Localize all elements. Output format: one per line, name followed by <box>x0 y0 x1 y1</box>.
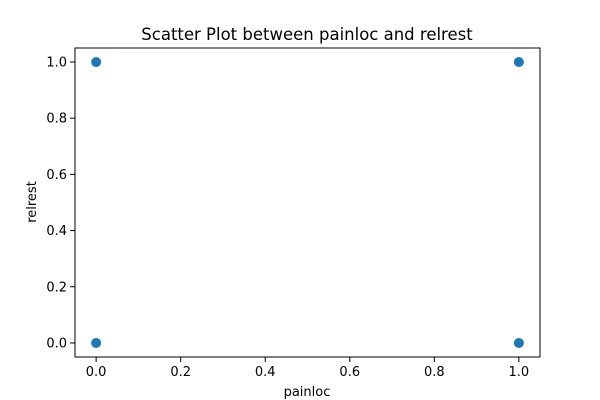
x-tick-label: 0.0 <box>86 365 107 380</box>
y-tick-label: 0.8 <box>46 112 67 127</box>
axes-frame <box>74 47 541 358</box>
y-tick-label: 0.4 <box>46 224 67 239</box>
plot-area: 0.0 0.2 0.4 0.6 0.8 1.0 0.0 0.2 0.4 0.6 0.8 1.0 <box>46 47 541 380</box>
x-axis-ticks: 0.0 0.2 0.4 0.6 0.8 1.0 <box>86 357 529 380</box>
x-tick-label: 0.4 <box>255 365 276 380</box>
scatter-point <box>513 57 524 68</box>
y-axis-label: relrest <box>25 181 40 223</box>
x-tick-label: 1.0 <box>509 365 530 380</box>
scatter-point <box>91 337 102 348</box>
data-points <box>91 57 524 348</box>
x-tick-label: 0.2 <box>170 365 191 380</box>
x-axis-label: painloc <box>284 385 331 400</box>
scatter-point <box>91 57 102 68</box>
x-tick-label: 0.6 <box>339 365 360 380</box>
x-tick-label: 0.8 <box>424 365 445 380</box>
y-tick-label: 1.0 <box>46 56 67 71</box>
y-tick-label: 0.0 <box>46 336 67 351</box>
chart-title: Scatter Plot between painloc and relrest <box>141 25 473 44</box>
y-axis-ticks: 0.0 0.2 0.4 0.6 0.8 1.0 <box>46 56 75 351</box>
y-tick-label: 0.6 <box>46 168 67 183</box>
scatter-point <box>513 337 524 348</box>
y-tick-label: 0.2 <box>46 280 67 295</box>
